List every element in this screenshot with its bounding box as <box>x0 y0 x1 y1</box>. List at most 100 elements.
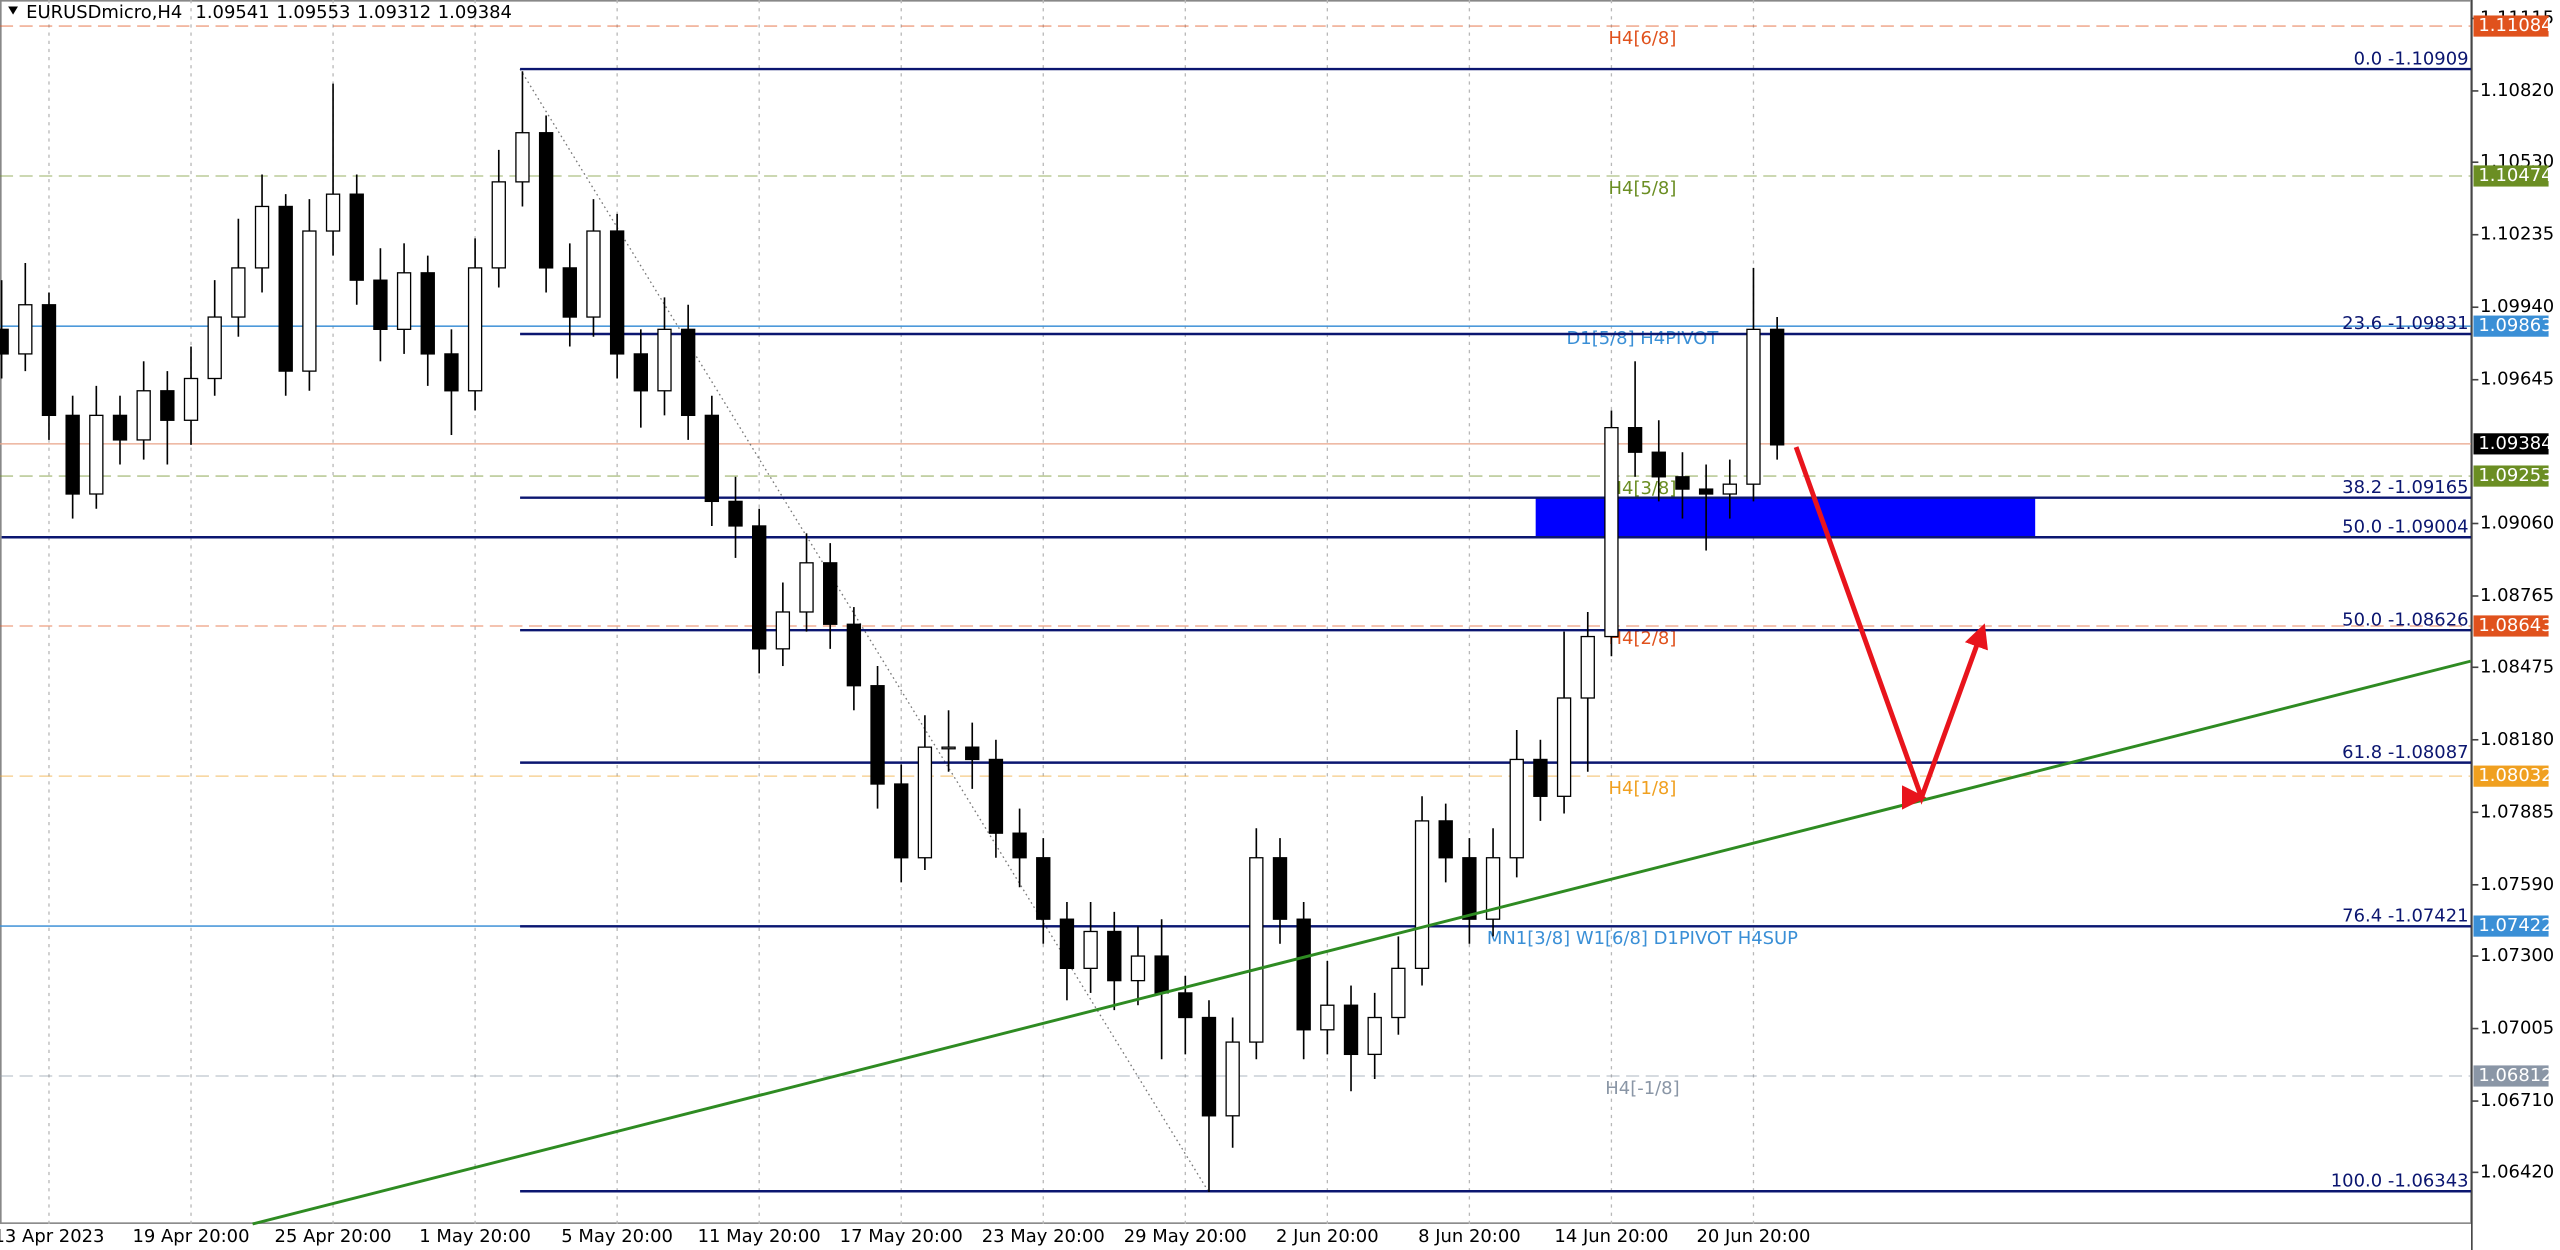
x-tick-label: 29 May 20:00 <box>1124 1226 1247 1247</box>
quote-high: 1.09553 <box>276 2 350 23</box>
candle-body <box>704 414 720 503</box>
candle-body <box>538 132 554 269</box>
x-tick-label: 23 May 20:00 <box>982 1226 1105 1247</box>
x-tick-label: 11 May 20:00 <box>698 1226 821 1247</box>
level-label: H4[-1/8] <box>1605 1078 1679 1099</box>
candle-body <box>1130 955 1146 982</box>
x-tick-label: 5 May 20:00 <box>561 1226 673 1247</box>
candle-body <box>965 746 980 761</box>
level-label: H4[1/8] <box>1609 778 1677 799</box>
projection-arrow <box>1793 446 1988 810</box>
candle-body <box>1627 426 1643 453</box>
y-tick-label: 1.07590 <box>2480 874 2554 895</box>
fib-label: 38.2 -1.09165 <box>2342 477 2468 498</box>
candle-body <box>1414 820 1430 970</box>
zone <box>1535 497 2036 538</box>
x-tick-label: 17 May 20:00 <box>840 1226 963 1247</box>
level-badge <box>2473 465 2549 487</box>
candle-body <box>562 267 577 318</box>
fib-label: 76.4 -1.07421 <box>2342 906 2468 927</box>
current-price-badge-label: 1.09384 <box>2478 433 2552 454</box>
level-label: H4[5/8] <box>1609 178 1677 199</box>
level-badge <box>2473 1065 2549 1087</box>
x-tick-label: 19 Apr 20:00 <box>133 1226 250 1247</box>
candle-body <box>894 783 909 859</box>
candle-body <box>1746 328 1761 485</box>
candle-body <box>65 414 80 495</box>
candle-body <box>373 279 388 330</box>
quote-low: 1.09312 <box>357 2 431 23</box>
candle-body <box>941 746 956 750</box>
candle-body <box>1462 857 1477 920</box>
candle-body <box>1059 918 1075 970</box>
candle-body <box>231 267 246 318</box>
fib-label: 61.8 -1.08087 <box>2342 742 2468 763</box>
candle-body <box>1083 930 1098 970</box>
level-badge <box>2473 165 2549 187</box>
level-badge-label: 1.09863 <box>2478 315 2552 336</box>
candle-body <box>160 390 175 421</box>
y-tick-label: 1.09060 <box>2480 513 2554 534</box>
candle-body <box>1533 758 1548 797</box>
fib-label: 50.0 -1.09004 <box>2342 517 2468 538</box>
candle-body <box>302 230 317 372</box>
candle-body <box>1343 1004 1359 1056</box>
y-tick-label: 1.10820 <box>2480 80 2554 101</box>
x-tick-label: 13 Apr 2023 <box>0 1226 104 1247</box>
x-tick-label: 20 Jun 20:00 <box>1696 1226 1810 1247</box>
candle-body <box>1012 832 1027 859</box>
candle-body <box>41 304 57 417</box>
candle-body <box>586 230 601 318</box>
y-tick-label: 1.08180 <box>2480 729 2554 750</box>
x-tick-label: 2 Jun 20:00 <box>1276 1226 1379 1247</box>
candle-body <box>1698 488 1714 495</box>
y-tick-label: 1.07005 <box>2480 1018 2554 1039</box>
candle-body <box>1249 857 1264 1043</box>
candle-body <box>799 562 814 613</box>
candle-body <box>680 328 696 417</box>
level-label: H4[6/8] <box>1609 28 1677 49</box>
candle-body <box>467 267 483 392</box>
candle-body <box>1154 955 1169 994</box>
y-tick-label: 1.06710 <box>2480 1090 2554 1111</box>
candle-body <box>1556 697 1572 797</box>
fib-label: 100.0 -1.06343 <box>2331 1171 2469 1192</box>
level-badge <box>2473 615 2549 637</box>
candle-body <box>1651 451 1666 478</box>
level-badge <box>2473 15 2549 37</box>
level-badge-label: 1.11084 <box>2478 15 2552 36</box>
candle-body <box>1675 476 1690 490</box>
level-badge-label: 1.10474 <box>2478 165 2552 186</box>
level-label: H4[3/8] <box>1609 478 1677 499</box>
header-arrow <box>8 6 18 15</box>
y-tick-label: 1.10235 <box>2480 224 2554 245</box>
header: EURUSDmicro,H4 1.09541 1.09553 1.09312 1.093… <box>26 2 512 23</box>
candle-body <box>0 328 9 355</box>
level-badge <box>2473 915 2549 937</box>
candle-body <box>325 193 341 232</box>
quote-open: 1.09541 <box>195 2 269 23</box>
candle-body <box>1367 1016 1382 1056</box>
fib-label: 23.6 -1.09831 <box>2342 313 2468 334</box>
candle-body <box>444 353 459 392</box>
candle-body <box>1722 483 1737 495</box>
y-tick-label: 1.09940 <box>2480 296 2554 317</box>
candle-body <box>823 562 838 625</box>
candle-body <box>870 685 885 785</box>
candle-body <box>1485 857 1501 920</box>
candle-body <box>89 414 104 495</box>
candle-body <box>515 132 530 183</box>
candle-body <box>775 611 791 650</box>
candle-body <box>136 390 151 441</box>
y-tick-label: 1.07300 <box>2480 945 2554 966</box>
candle-body <box>609 230 625 355</box>
y-tick-label: 1.09645 <box>2480 369 2554 390</box>
candle-body <box>1391 967 1406 1019</box>
candle-body <box>1580 635 1595 699</box>
trendline <box>252 659 2472 1226</box>
candle-body <box>183 377 199 421</box>
candle-body <box>1107 930 1122 982</box>
